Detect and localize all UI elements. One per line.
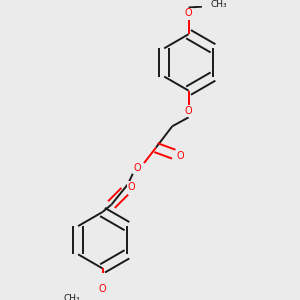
Text: CH₃: CH₃ <box>211 0 227 9</box>
Text: O: O <box>185 106 192 116</box>
Text: O: O <box>176 151 184 160</box>
Text: O: O <box>128 182 135 192</box>
Text: O: O <box>99 284 106 294</box>
Text: CH₃: CH₃ <box>64 295 80 300</box>
Text: O: O <box>185 8 192 19</box>
Text: O: O <box>134 164 141 173</box>
